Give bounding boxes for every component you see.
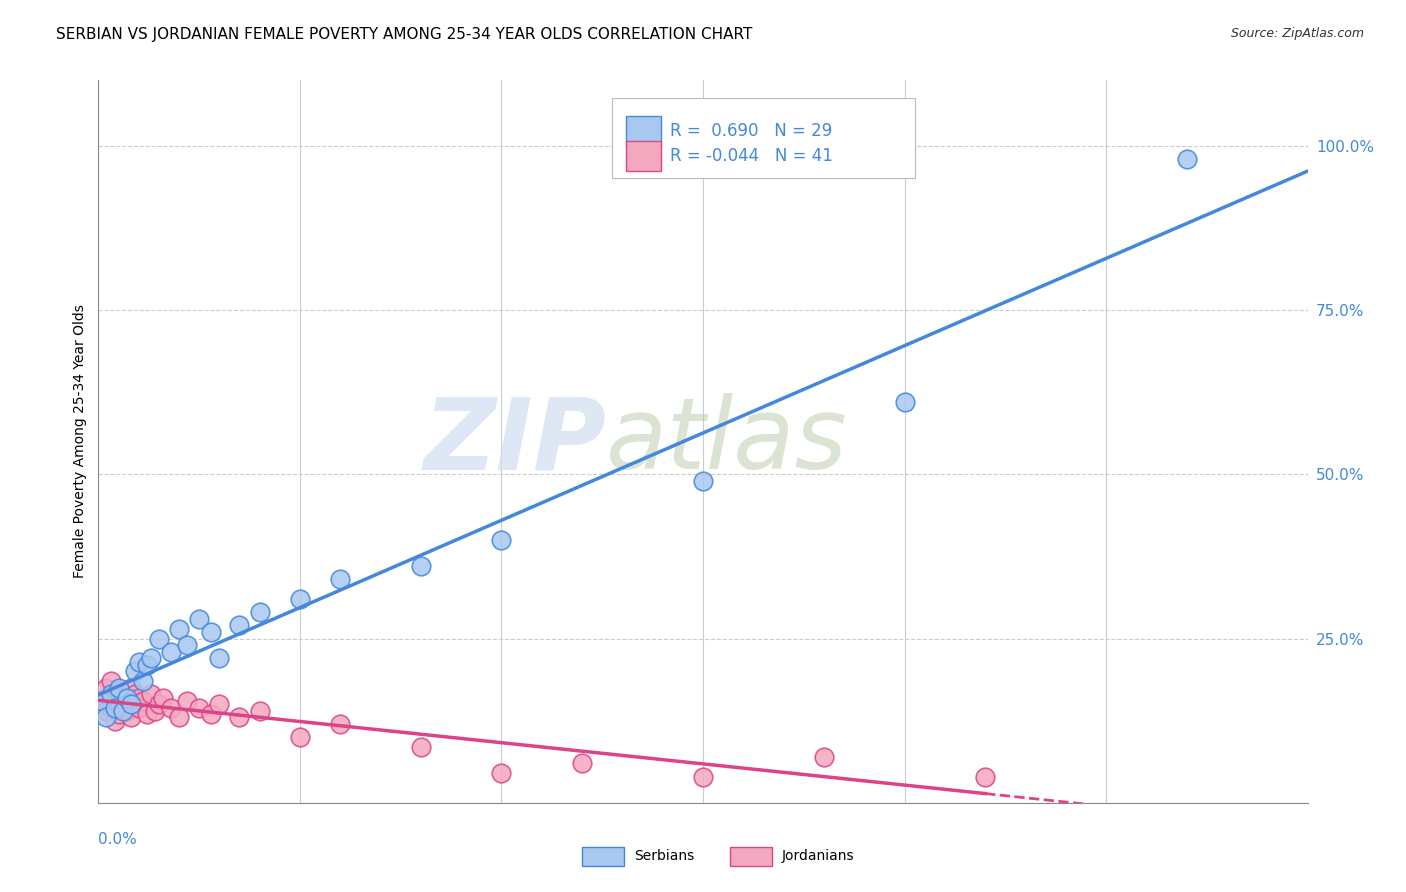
Text: 0.0%: 0.0% [98, 831, 138, 847]
Point [91, 694, 114, 708]
Point [571, 756, 593, 771]
Point [91, 694, 114, 708]
Point [148, 632, 170, 646]
Point [167, 622, 190, 636]
Text: atlas: atlas [606, 393, 848, 490]
Point [111, 690, 134, 705]
Point [139, 687, 162, 701]
Point [249, 605, 271, 619]
Point [100, 674, 122, 689]
Point [249, 704, 271, 718]
Point [288, 730, 311, 744]
Point [139, 651, 162, 665]
Point [124, 698, 146, 712]
Point [208, 651, 231, 665]
Text: Source: ZipAtlas.com: Source: ZipAtlas.com [1230, 27, 1364, 40]
FancyBboxPatch shape [626, 116, 661, 146]
Point [228, 710, 250, 724]
Point [132, 674, 155, 689]
Point [135, 707, 157, 722]
FancyBboxPatch shape [613, 98, 915, 178]
Point [409, 559, 432, 574]
Point [409, 739, 432, 754]
Point [1175, 152, 1198, 166]
Point [176, 638, 198, 652]
Point [491, 533, 513, 547]
Point [124, 665, 146, 679]
Point [107, 684, 129, 698]
Point [120, 710, 142, 724]
Y-axis label: Female Poverty Among 25-34 Year Olds: Female Poverty Among 25-34 Year Olds [73, 304, 87, 579]
Point [96, 704, 118, 718]
Point [288, 592, 311, 607]
Point [100, 687, 122, 701]
Point [167, 710, 190, 724]
Point [160, 645, 183, 659]
Point [228, 618, 250, 632]
Text: Serbians: Serbians [634, 849, 695, 863]
Point [208, 698, 231, 712]
Point [143, 704, 166, 718]
Point [96, 710, 118, 724]
Text: Jordanians: Jordanians [782, 849, 855, 863]
Point [128, 690, 150, 705]
Point [103, 714, 125, 728]
Point [160, 700, 183, 714]
Point [692, 474, 714, 488]
Text: SERBIAN VS JORDANIAN FEMALE POVERTY AMONG 25-34 YEAR OLDS CORRELATION CHART: SERBIAN VS JORDANIAN FEMALE POVERTY AMON… [56, 27, 752, 42]
Text: R =  0.690   N = 29: R = 0.690 N = 29 [671, 122, 832, 140]
Point [103, 700, 125, 714]
Point [974, 770, 997, 784]
Point [188, 612, 211, 626]
Point [188, 700, 211, 714]
Text: ZIP: ZIP [423, 393, 606, 490]
Point [128, 700, 150, 714]
Point [115, 700, 138, 714]
Point [111, 694, 134, 708]
Point [200, 625, 222, 640]
Point [329, 573, 352, 587]
Point [893, 395, 915, 409]
Point [329, 717, 352, 731]
Point [128, 655, 150, 669]
Point [96, 681, 118, 695]
Point [148, 698, 170, 712]
Point [135, 657, 157, 672]
Point [176, 694, 198, 708]
Point [107, 681, 129, 695]
Point [124, 687, 146, 701]
Point [100, 700, 122, 714]
Point [120, 698, 142, 712]
Text: R = -0.044   N = 41: R = -0.044 N = 41 [671, 147, 834, 165]
FancyBboxPatch shape [626, 141, 661, 171]
Point [200, 707, 222, 722]
Point [103, 687, 125, 701]
Point [813, 749, 835, 764]
Point [120, 681, 142, 695]
Point [111, 704, 134, 718]
Point [107, 707, 129, 722]
Point [692, 770, 714, 784]
Point [152, 690, 174, 705]
Point [491, 766, 513, 780]
Point [115, 704, 138, 718]
Point [115, 690, 138, 705]
Point [132, 694, 155, 708]
